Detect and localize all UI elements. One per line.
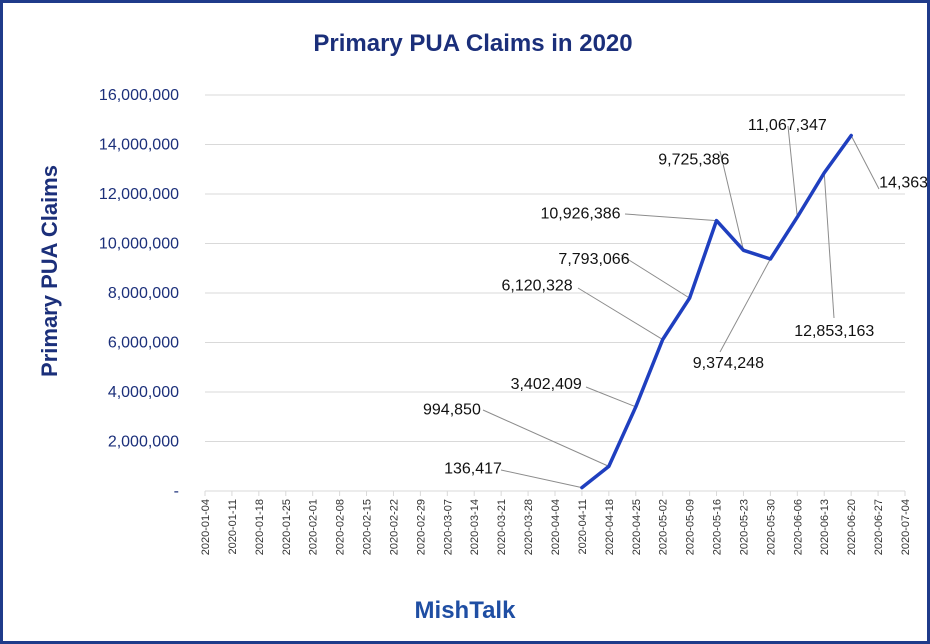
leader-line — [787, 125, 798, 218]
x-tick-label: 2020-04-04 — [550, 499, 562, 555]
data-label: 9,725,386 — [658, 151, 729, 168]
x-tick-label: 2020-06-13 — [819, 499, 831, 555]
data-label: 14,363,143 — [879, 175, 927, 192]
y-tick-label: 4,000,000 — [108, 384, 179, 401]
y-tick-label: 8,000,000 — [108, 285, 179, 302]
label-leader-lines — [482, 125, 880, 489]
y-tick-labels: - 2,000,000 4,000,000 6,000,000 8,000,000 10,… — [99, 87, 179, 500]
x-tick-label: 2020-03-14 — [469, 499, 481, 555]
leader-line — [482, 409, 610, 467]
leader-line — [719, 258, 771, 353]
y-axis-label: Primary PUA Claims — [37, 165, 62, 377]
y-tick-label: 10,000,000 — [99, 236, 179, 253]
data-label: 9,374,248 — [693, 355, 764, 372]
x-tick-label: 2020-05-09 — [685, 499, 697, 555]
x-tick-label: 2020-02-15 — [362, 499, 374, 555]
data-label: 3,402,409 — [511, 376, 582, 393]
x-tick-label: 2020-01-25 — [281, 499, 293, 555]
data-label: 12,853,163 — [794, 323, 874, 340]
x-tick-label: 2020-02-01 — [308, 499, 320, 555]
leader-line — [620, 254, 690, 299]
x-tick-label: 2020-04-11 — [577, 499, 589, 554]
y-tick-label: 12,000,000 — [99, 186, 179, 203]
data-label: 6,120,328 — [502, 278, 573, 295]
gridlines — [204, 94, 906, 496]
x-tick-label: 2020-06-27 — [873, 499, 885, 555]
x-tick-label: 2020-04-18 — [604, 499, 616, 555]
data-label: 10,926,386 — [540, 206, 620, 223]
x-tick-label: 2020-02-08 — [335, 499, 347, 555]
data-label: 11,067,347 — [748, 117, 827, 134]
x-tick-label: 2020-05-23 — [738, 499, 750, 555]
x-tick-label: 2020-04-25 — [631, 499, 643, 555]
leader-line — [850, 135, 880, 190]
data-label: 994,850 — [423, 401, 481, 418]
x-tick-label: 2020-03-21 — [496, 499, 508, 555]
data-labels: 136,417 994,850 3,402,409 6,120,328 7,793,06… — [423, 117, 927, 478]
x-tick-label: 2020-06-06 — [792, 499, 804, 555]
leader-line — [624, 213, 717, 222]
x-tick-label: 2020-03-07 — [442, 499, 454, 555]
leader-line — [585, 386, 636, 408]
x-tick-label: 2020-01-18 — [254, 499, 266, 555]
chart-title: Primary PUA Claims in 2020 — [313, 30, 632, 57]
x-tick-label: 2020-01-11 — [227, 499, 239, 554]
data-label: 136,417 — [444, 461, 502, 478]
x-tick-label: 2020-05-02 — [658, 499, 670, 555]
x-tick-labels: 2020-01-04 2020-01-11 2020-01-18 2020-01-25… — [200, 499, 912, 555]
x-tick-label: 2020-07-04 — [900, 499, 912, 555]
y-tick-label: 6,000,000 — [108, 335, 179, 352]
leader-line — [823, 172, 835, 319]
y-tick-label: 2,000,000 — [108, 434, 179, 451]
y-tick-label: - — [174, 483, 179, 500]
x-tick-label: 2020-03-28 — [523, 499, 535, 555]
y-tick-label: 14,000,000 — [99, 137, 179, 154]
leader-line — [577, 287, 663, 340]
footer-brand: MishTalk — [415, 597, 517, 624]
x-tick-label: 2020-01-04 — [200, 499, 212, 555]
y-tick-label: 16,000,000 — [99, 87, 179, 104]
x-tick-label: 2020-05-30 — [765, 499, 777, 555]
data-label: 7,793,066 — [558, 251, 629, 268]
series-line — [580, 133, 853, 490]
x-tick-label: 2020-06-20 — [846, 499, 858, 555]
chart-canvas: Primary PUA Claims in 2020 Primary PUA C… — [37, 30, 927, 624]
leader-line — [500, 469, 583, 489]
x-tick-label: 2020-05-16 — [712, 499, 724, 555]
x-tick-label: 2020-02-22 — [388, 499, 400, 555]
leader-line — [719, 150, 744, 251]
x-tick-label: 2020-02-29 — [415, 499, 427, 555]
series-line-layer — [580, 133, 853, 490]
